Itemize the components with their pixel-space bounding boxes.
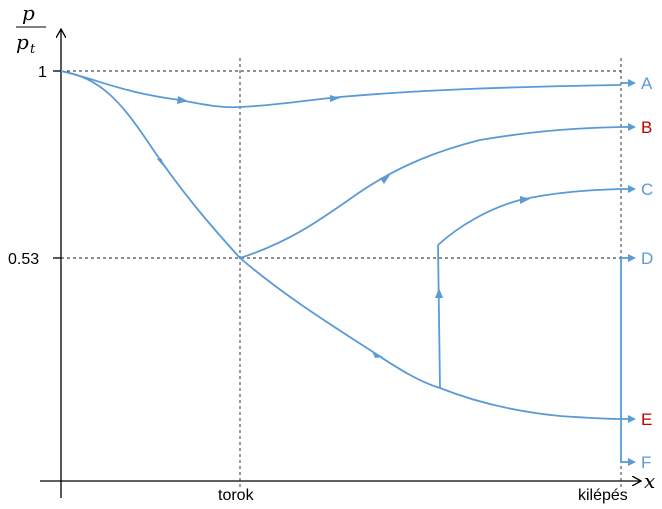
y-label-num: p [22,1,35,25]
curve-c [437,188,622,246]
shock-c [437,244,441,389]
case-label-e: E [641,410,652,429]
arrow-a-1 [177,96,188,104]
x-label: x [644,469,655,493]
curve-e [239,257,622,420]
y-tick-053: 0.53 [8,251,39,268]
arrow-shock [435,288,443,298]
x-tick-throat: torok [218,487,255,504]
x-tick-exit: kilépés [578,487,628,504]
arrow-c [520,196,530,204]
y-label-den: p [16,30,29,54]
curve-main-upper [60,70,241,259]
case-label-c: C [641,180,653,199]
case-label-f: F [641,453,651,472]
y-tick-1: 1 [38,64,47,81]
curve-b [239,126,622,259]
curve-a [60,70,622,109]
arrow-main [157,158,166,169]
arrow-b [380,175,390,184]
case-label-b: B [641,118,652,137]
case-label-d: D [641,249,653,268]
case-label-a: A [641,74,653,93]
arrow-e [372,351,383,358]
y-label-den-sub: t [30,42,36,57]
arrow-a-2 [330,95,340,102]
